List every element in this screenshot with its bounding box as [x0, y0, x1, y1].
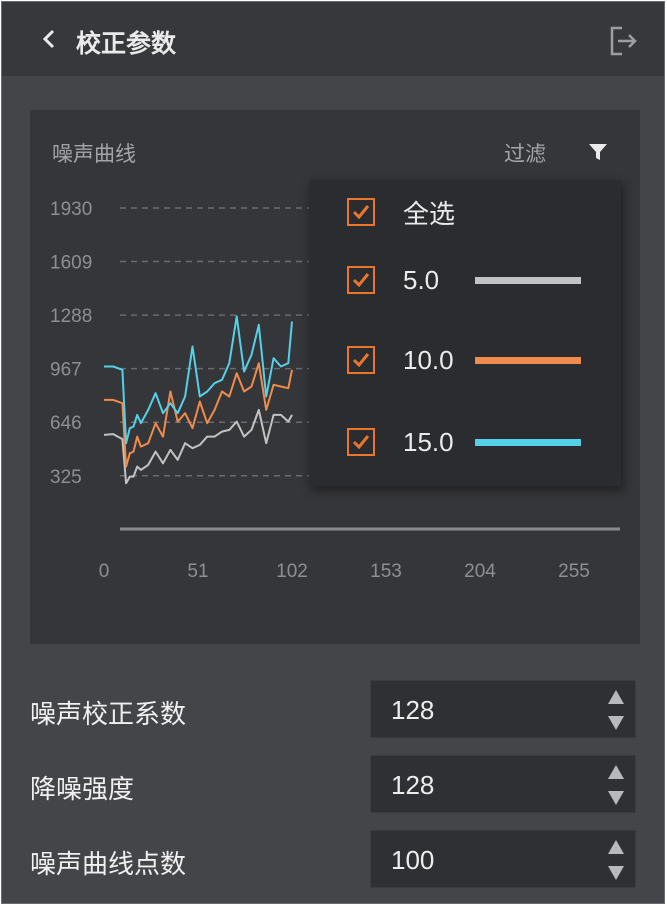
x-tick-label: 51	[187, 561, 208, 582]
noise-correction-coefficient-label: 噪声校正系数	[30, 700, 187, 730]
series-5-label: 5.0	[403, 264, 440, 295]
denoise-strength-input[interactable]: 128	[370, 755, 636, 813]
checkmark-icon	[352, 273, 370, 288]
series-5-swatch	[475, 276, 581, 284]
increment-arrow-icon[interactable]	[605, 687, 627, 707]
x-tick-label: 102	[276, 561, 308, 582]
logout-icon	[610, 26, 637, 56]
filter-option-select-all[interactable]: 全选	[347, 194, 607, 230]
series-10-checkbox[interactable]	[347, 346, 375, 374]
y-tick-label: 1288	[50, 306, 92, 327]
filter-option-10[interactable]: 10.0	[347, 342, 607, 378]
page-title: 校正参数	[76, 29, 177, 58]
panel-header: 校正参数	[2, 2, 664, 76]
y-tick-label: 967	[50, 360, 82, 381]
denoise-strength-label: 降噪强度	[30, 775, 135, 805]
noise-curve-points-input[interactable]: 100	[370, 830, 636, 888]
increment-arrow-icon[interactable]	[605, 762, 627, 782]
decrement-arrow-icon[interactable]	[605, 788, 627, 808]
select-all-checkbox[interactable]	[347, 198, 375, 226]
back-button[interactable]	[34, 22, 64, 56]
chart-plot-area: 1930 1609 1288 967 646 325 0 51 102 153 204 255	[50, 199, 620, 582]
series-15-checkbox[interactable]	[347, 428, 375, 456]
exit-button[interactable]	[606, 24, 640, 58]
chevron-left-icon	[42, 29, 55, 49]
filter-icon[interactable]	[586, 140, 610, 164]
series-5-checkbox[interactable]	[347, 266, 375, 294]
x-tick-label: 0	[99, 561, 110, 582]
filter-label[interactable]: 过滤	[504, 142, 546, 166]
series-line-5.0	[103, 408, 293, 485]
series-10-label: 10.0	[403, 344, 454, 375]
chart-title: 噪声曲线	[52, 142, 136, 166]
checkmark-icon	[352, 205, 370, 220]
denoise-strength-value: 128	[391, 770, 435, 800]
checkmark-icon	[352, 435, 370, 450]
noise-curve-chart: 1930 1609 1288 967 646 325 0 51 102 153 204 255 噪声曲…	[30, 110, 640, 644]
y-tick-label: 1930	[50, 199, 92, 220]
series-line-10.0	[104, 362, 293, 468]
decrement-arrow-icon[interactable]	[605, 713, 627, 733]
increment-arrow-icon[interactable]	[605, 837, 627, 857]
series-15-label: 15.0	[403, 426, 454, 457]
x-tick-label: 204	[464, 561, 496, 582]
checkmark-icon	[352, 353, 370, 368]
filter-option-5[interactable]: 5.0	[347, 262, 607, 298]
noise-curve-points-label: 噪声曲线点数	[30, 850, 187, 880]
series-line-15.0	[104, 315, 293, 445]
y-tick-label: 646	[50, 413, 82, 434]
filter-option-15[interactable]: 15.0	[347, 424, 607, 460]
noise-curve-points-value: 100	[391, 845, 435, 875]
noise-correction-coefficient-input[interactable]: 128	[370, 680, 636, 738]
decrement-arrow-icon[interactable]	[605, 863, 627, 883]
noise-correction-coefficient-value: 128	[391, 695, 435, 725]
series-15-swatch	[475, 438, 581, 446]
y-tick-label: 1609	[50, 253, 92, 274]
select-all-label: 全选	[403, 199, 456, 230]
series-10-swatch	[475, 356, 581, 364]
x-tick-label: 153	[370, 561, 402, 582]
y-tick-label: 325	[50, 467, 82, 488]
filter-dropdown: 全选 5.0 10.0 15.0	[309, 180, 621, 486]
x-tick-label: 255	[558, 561, 590, 582]
